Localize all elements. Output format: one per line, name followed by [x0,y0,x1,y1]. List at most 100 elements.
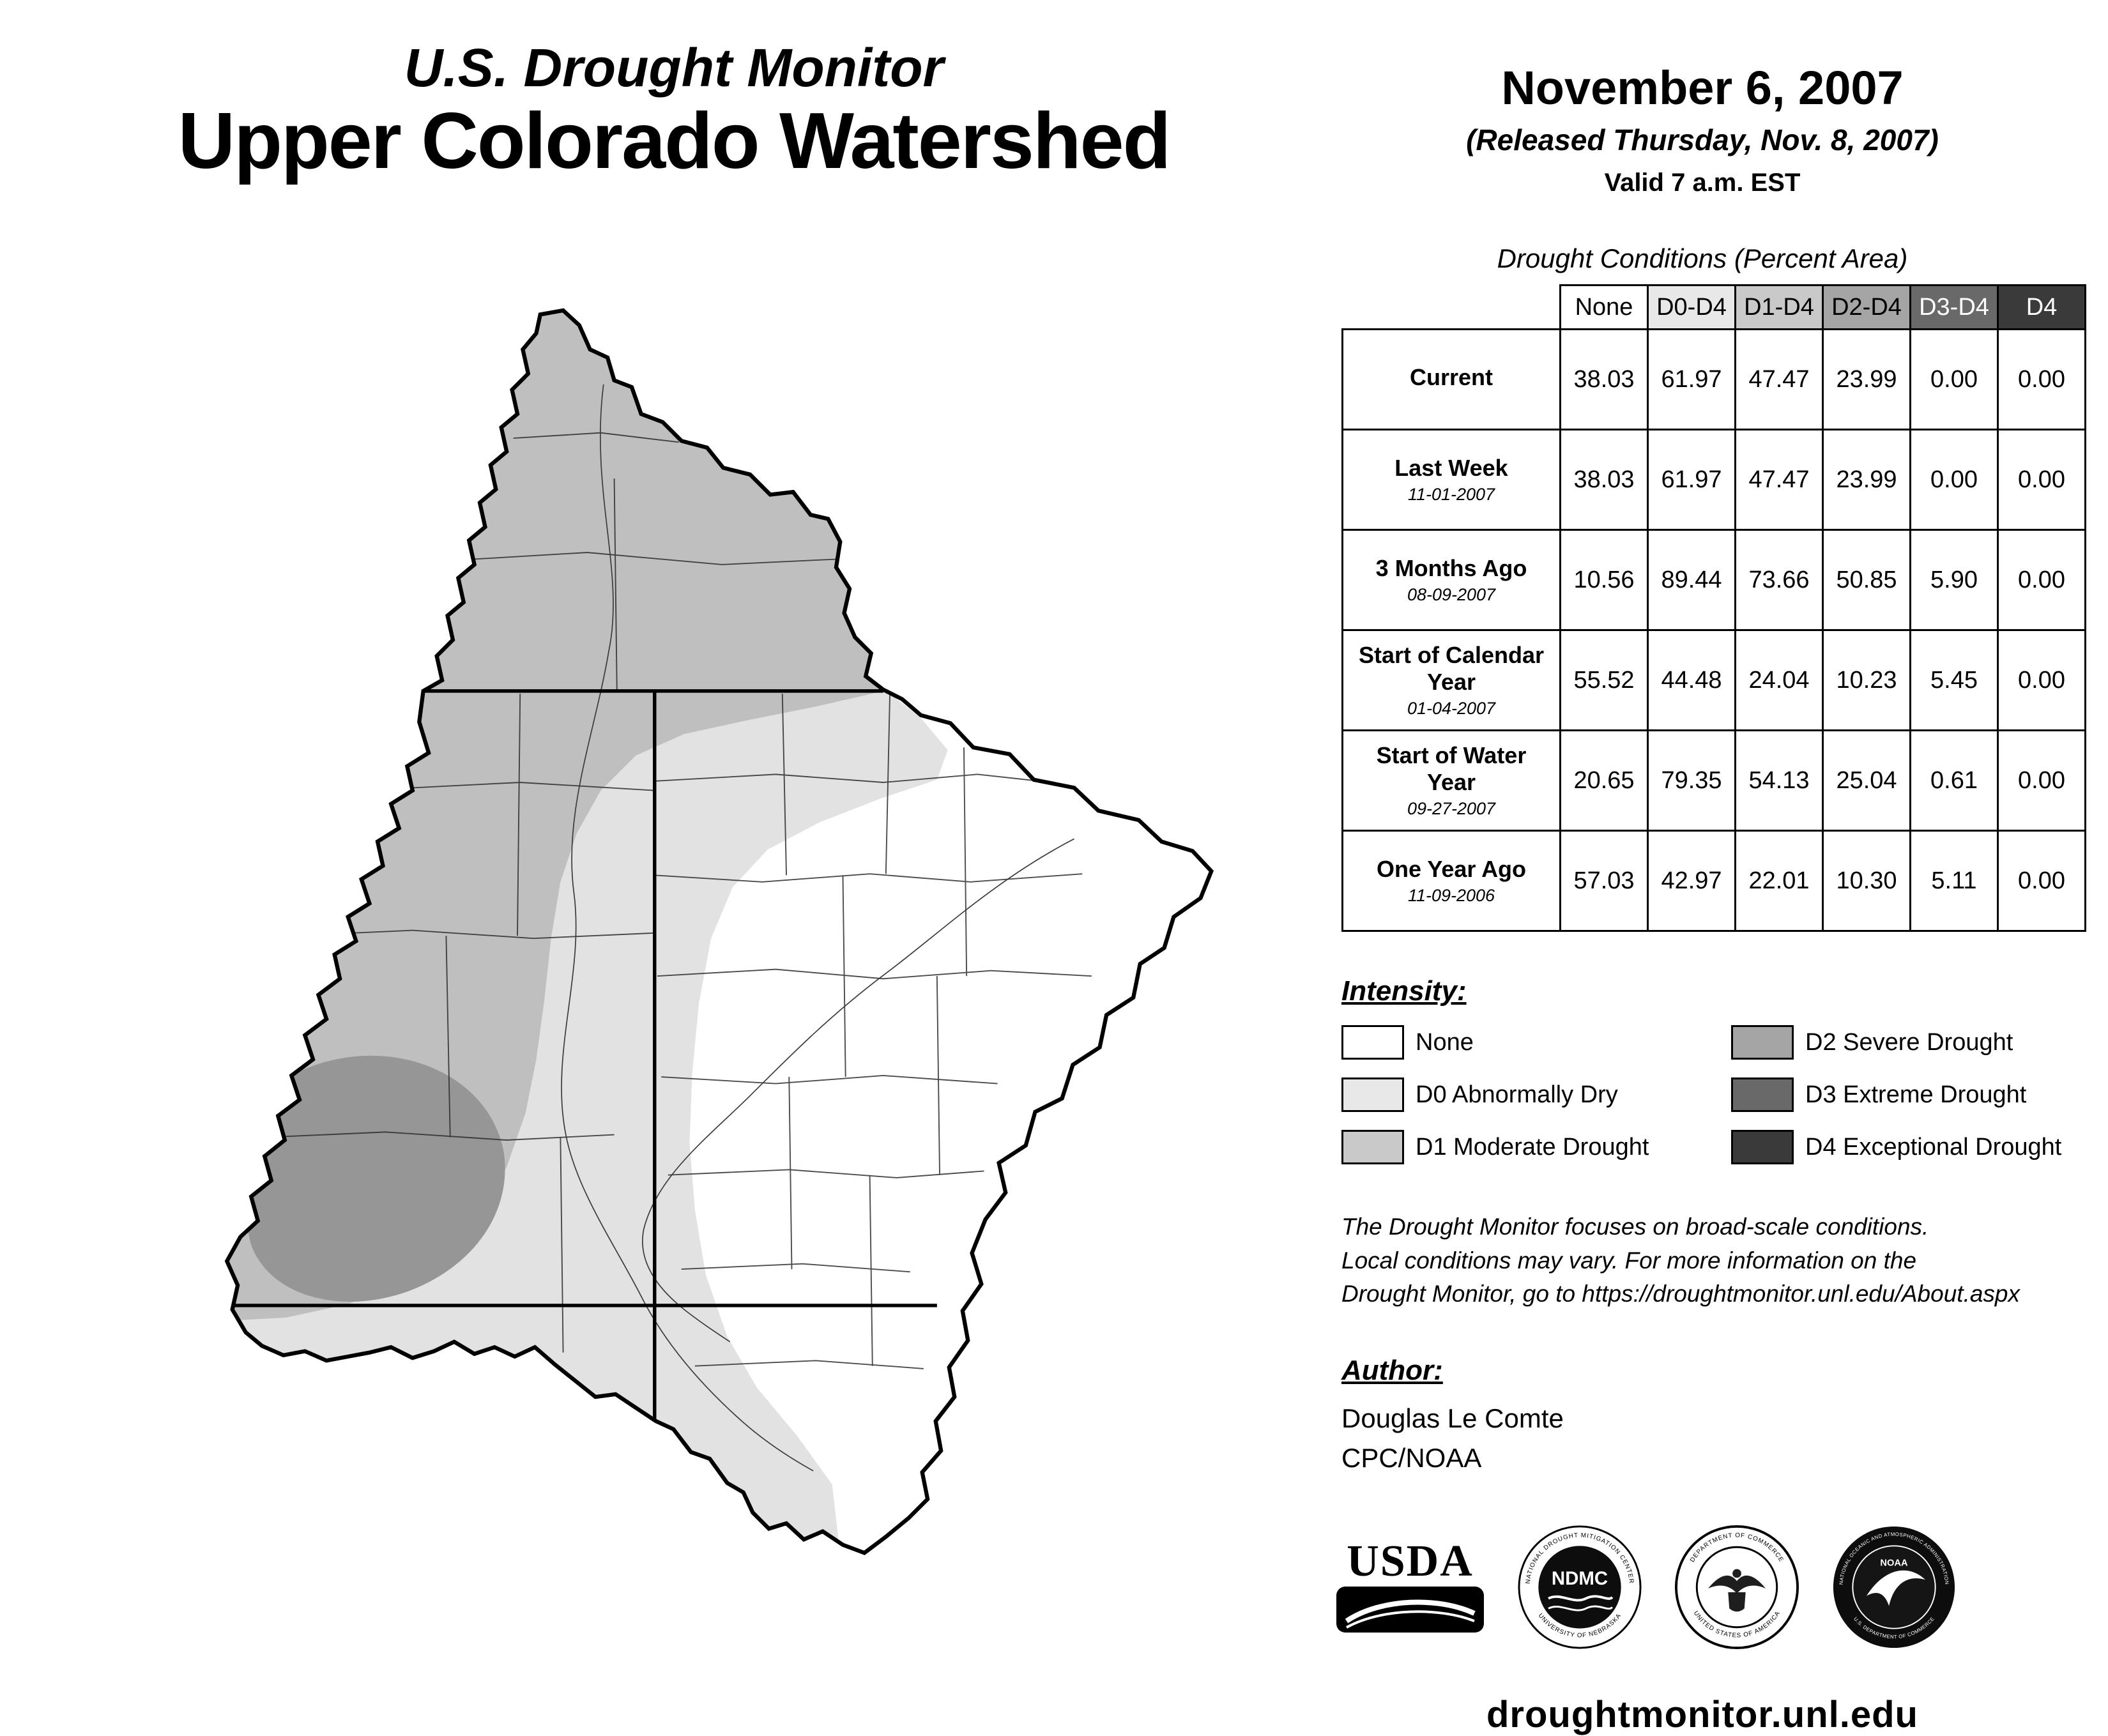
legend-swatch-d3 [1731,1077,1794,1112]
legend-item: D2 Severe Drought [1731,1025,2076,1060]
table-cell: 5.11 [1909,830,1999,932]
legend-item: D4 Exceptional Drought [1731,1130,2076,1164]
table-cell: 57.03 [1559,830,1649,932]
info-panel: November 6, 2007 (Released Thursday, Nov… [1297,0,2108,1736]
logos-row: USDA NATIONAL DROUGHT MITIGATION CENTER … [1335,1525,2108,1650]
author-org: CPC/NOAA [1341,1442,1482,1473]
table-cell: 61.97 [1647,429,1736,531]
noaa-logo: NATIONAL OCEANIC AND ATMOSPHERIC ADMINIS… [1833,1526,1955,1648]
table-cell: 0.00 [1909,429,1999,531]
commerce-logo: DEPARTMENT OF COMMERCE UNITED STATES OF … [1674,1525,1799,1649]
table-cell: 0.00 [1997,429,2086,531]
disclaimer-line: Local conditions may vary. For more info… [1341,1247,1917,1274]
row-label: Current [1409,364,1493,391]
legend-label: D3 Extreme Drought [1805,1081,2027,1108]
row-label: Start of Water Year [1376,742,1527,795]
column-header-d1-d4: D1-D4 [1734,284,1824,330]
map-date: November 6, 2007 [1501,61,1904,114]
row-sublabel: 11-01-2007 [1407,485,1495,505]
row-header: Last Week 11-01-2007 [1341,429,1561,531]
table-cell: 25.04 [1822,729,1911,832]
table-row: Start of Water Year 09-27-2007 20.65 79.… [1341,729,2086,832]
legend-swatch-d0 [1341,1077,1404,1112]
row-header: Current [1341,328,1561,430]
row-label: Last Week [1394,454,1508,481]
table-cell: 10.30 [1822,830,1911,932]
legend-column-left: None D0 Abnormally Dry D1 Moderate Droug… [1341,1025,1686,1164]
table-cell: 79.35 [1647,729,1736,832]
drought-conditions-table: None D0-D4 D1-D4 D2-D4 D3-D4 D4 Current … [1341,284,2086,932]
noaa-bird-icon [1866,1570,1925,1606]
table-cell: 5.90 [1909,529,1999,631]
table-cell: 50.85 [1822,529,1911,631]
row-header: Start of Calendar Year 01-04-2007 [1341,629,1561,731]
table-row: One Year Ago 11-09-2006 57.03 42.97 22.0… [1341,830,2086,932]
author-name: Douglas Le Comte [1341,1403,1564,1433]
disclaimer-line: The Drought Monitor focuses on broad-sca… [1341,1214,1929,1240]
column-header-d2-d4: D2-D4 [1822,284,1911,330]
column-header-none: None [1559,284,1649,330]
legend-item: D0 Abnormally Dry [1341,1077,1686,1112]
table-row: Start of Calendar Year 01-04-2007 55.52 … [1341,629,2086,731]
legend-item: D3 Extreme Drought [1731,1077,2076,1112]
region-title: Upper Colorado Watershed [178,97,1172,186]
disclaimer-line: Drought Monitor, go to https://droughtmo… [1341,1281,2020,1307]
table-cell: 0.00 [1909,328,1999,430]
row-label: 3 Months Ago [1375,554,1527,581]
table-cell: 42.97 [1647,830,1736,932]
monitor-title: U.S. Drought Monitor [404,38,944,98]
table-cell: 55.52 [1559,629,1649,731]
noaa-wordmark: NOAA [1880,1558,1908,1568]
table-cell: 44.48 [1647,629,1736,731]
released-date: (Released Thursday, Nov. 8, 2007) [1466,123,1939,156]
usda-wordmark: USDA [1347,1536,1474,1586]
table-cell: 10.23 [1822,629,1911,731]
table-cell: 20.65 [1559,729,1649,832]
table-cell: 23.99 [1822,328,1911,430]
legend-swatch-d2 [1731,1025,1794,1060]
column-header-d4: D4 [1997,284,2086,330]
river-lines [561,384,1074,1472]
row-label: Start of Calendar Year [1358,642,1545,695]
table-cell: 61.97 [1647,328,1736,430]
table-row: Current 38.03 61.97 47.47 23.99 0.00 0.0… [1341,328,2086,430]
table-cell: 0.61 [1909,729,1999,832]
legend-label: None [1416,1028,1474,1056]
table-cell: 54.13 [1734,729,1824,832]
row-header: 3 Months Ago 08-09-2007 [1341,529,1561,631]
intensity-title: Intensity: [1341,975,1467,1007]
legend-swatch-d1 [1341,1130,1404,1164]
legend-label: D0 Abnormally Dry [1416,1081,1618,1108]
legend-item: D1 Moderate Drought [1341,1130,1686,1164]
usda-swoosh [1336,1586,1484,1633]
row-sublabel: 11-09-2006 [1407,886,1495,906]
watershed-outline [224,308,1214,1555]
row-sublabel: 01-04-2007 [1407,698,1496,718]
intensity-legend: None D0 Abnormally Dry D1 Moderate Droug… [1341,1025,2108,1164]
commerce-eagle-icon [1707,1569,1766,1611]
d2-region [245,1055,505,1302]
legend-swatch-none [1341,1025,1404,1060]
valid-time: Valid 7 a.m. EST [1604,169,1801,197]
disclaimer: The Drought Monitor focuses on broad-sca… [1341,1210,2108,1311]
row-sublabel: 09-27-2007 [1407,798,1496,818]
author-heading: Author: [1341,1354,1443,1386]
table-cell: 0.00 [1997,328,2086,430]
row-header: Start of Water Year 09-27-2007 [1341,729,1561,832]
table-cell: 10.56 [1559,529,1649,631]
table-row: Last Week 11-01-2007 38.03 61.97 47.47 2… [1341,429,2086,531]
table-cell: 0.00 [1997,629,2086,731]
legend-item: None [1341,1025,1686,1060]
row-header: One Year Ago 11-09-2006 [1341,830,1561,932]
title-block: U.S. Drought Monitor Upper Colorado Wate… [51,38,1297,183]
table-title: Drought Conditions (Percent Area) [1497,243,1908,273]
table-header-row: None D0-D4 D1-D4 D2-D4 D3-D4 D4 [1343,284,2086,330]
table-row: 3 Months Ago 08-09-2007 10.56 89.44 73.6… [1341,529,2086,631]
column-header-d3-d4: D3-D4 [1909,284,1999,330]
legend-label: D1 Moderate Drought [1416,1133,1649,1161]
legend-label: D4 Exceptional Drought [1805,1133,2062,1161]
ndmc-wordmark: NDMC [1552,1568,1608,1589]
table-cell: 24.04 [1734,629,1824,731]
legend-label: D2 Severe Drought [1805,1028,2013,1056]
legend-column-right: D2 Severe Drought D3 Extreme Drought D4 … [1731,1025,2076,1164]
